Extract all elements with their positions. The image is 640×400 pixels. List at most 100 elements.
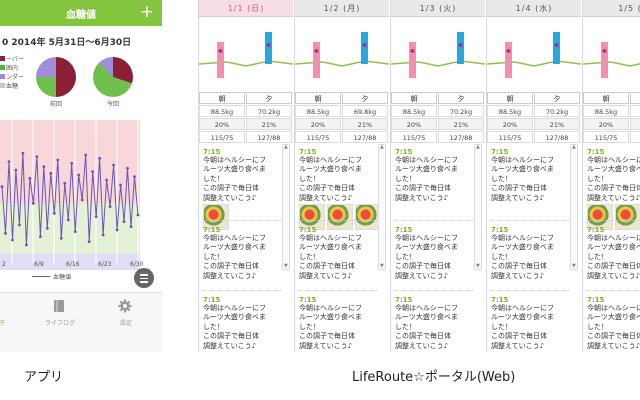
entry-text-line: 調整えていこう♪ [587, 271, 640, 280]
legend-line-swatch [32, 276, 50, 277]
caption-app: アプリ [24, 370, 64, 385]
food-photo[interactable] [203, 204, 229, 230]
entry-text-line: 調整えていこう♪ [587, 193, 640, 202]
tab-lifelog[interactable]: ライフログ [30, 293, 90, 352]
pm-point [266, 43, 271, 47]
am-point [218, 49, 223, 53]
data-point [91, 170, 95, 174]
day-header[interactable]: 1/4 (水) [487, 0, 581, 17]
chart-legend: 血糖値 [32, 272, 71, 281]
scroll-up-icon[interactable]: ▲ [380, 144, 384, 150]
food-photo[interactable] [299, 204, 325, 230]
entry-text-line: 今朝はヘルシーにフ [395, 304, 458, 312]
pm-measurement-bar [361, 32, 368, 64]
measurement-cell [630, 118, 640, 130]
entry-time: 7:15 [203, 296, 221, 304]
legend-item-label: 囲内 [6, 65, 19, 72]
pm-point [554, 43, 559, 47]
data-point [108, 205, 112, 209]
scroll-up-icon[interactable]: ▲ [284, 144, 288, 150]
measurement-cell: 21% [534, 118, 580, 130]
day-graph [583, 42, 640, 78]
meal-head-pm: 夕 [342, 92, 388, 104]
data-point [84, 153, 88, 157]
pm-measurement-bar [553, 32, 560, 64]
date-range-prefix: 0 [2, 38, 9, 48]
measurement-cell: 115/75 [583, 131, 629, 143]
add-button[interactable]: + [139, 2, 154, 22]
data-point [136, 213, 140, 217]
entry-text-line: 調整えていこう♪ [299, 193, 353, 202]
food-photo[interactable] [587, 204, 613, 230]
menu-bar [140, 277, 148, 279]
day-header[interactable]: 1/1 (日) [199, 0, 293, 17]
entry-text-line: ルーツ大盛り食べま [395, 243, 458, 252]
entry-text-line: した！ [203, 174, 224, 183]
legend-series-label: 血糖値 [53, 274, 72, 281]
entry-text-line: した！ [395, 174, 416, 183]
scroll-down-icon[interactable]: ▼ [380, 263, 384, 269]
diary-entry[interactable]: 7:15今朝はヘルシーにフルーツ大盛り食べました！この調子で毎日体調整えていこう… [587, 148, 640, 203]
menu-button[interactable] [134, 268, 154, 288]
meal-head-pm: 夕 [534, 92, 580, 104]
entry-time: 7:15 [299, 226, 317, 234]
app-header: 血糖値 + [0, 0, 162, 26]
measurement-cell: 70.2kg [534, 105, 580, 117]
entry-text-line: この調子で毎日体 [299, 184, 355, 193]
scroll-up-icon[interactable]: ▲ [572, 144, 576, 150]
measurement-cell: 88.5kg [391, 105, 437, 117]
scrollbar[interactable]: ▲ ▼ [282, 144, 290, 270]
meal-head-am: 朝 [391, 92, 437, 104]
entry-time: 7:15 [299, 296, 317, 304]
meal-head-am: 朝 [583, 92, 629, 104]
meal-head-pm: 夕 [438, 92, 484, 104]
x-tick-label: 6/23 [98, 261, 112, 268]
entry-time: 7:15 [587, 148, 605, 156]
entry-separator [491, 290, 569, 291]
food-photo[interactable] [615, 204, 640, 230]
diary-entry[interactable]: 7:15今朝はヘルシーにフルーツ大盛り食べました！この調子で毎日体調整えていこう… [587, 226, 640, 281]
food-photo[interactable] [327, 204, 353, 230]
day-header[interactable]: 1/5 ( [583, 0, 640, 17]
measurement-cell: 21% [342, 118, 388, 130]
entry-text-line: ルーツ大盛り食べま [299, 243, 362, 252]
scroll-down-icon[interactable]: ▼ [572, 263, 576, 269]
entry-text-line: 調整えていこう♪ [203, 193, 257, 202]
diary-entry[interactable]: 7:15今朝はヘルシーにフルーツ大盛り食べました！この調子で毎日体調整えていこう… [587, 296, 640, 351]
day-header[interactable]: 1/2 (月) [295, 0, 389, 17]
am-point [314, 49, 319, 53]
caption-web: LifeRoute☆ポータル(Web) [352, 370, 516, 385]
scrollbar[interactable]: ▲ ▼ [378, 144, 386, 270]
scroll-up-icon[interactable]: ▲ [476, 144, 480, 150]
entry-separator [299, 220, 377, 221]
entry-text-line: 今朝はヘルシーにフ [299, 304, 362, 312]
entry-text-line: した！ [299, 174, 320, 183]
data-point [31, 201, 35, 205]
scroll-down-icon[interactable]: ▼ [284, 263, 288, 269]
measurement-cell: 115/75 [199, 131, 245, 143]
tab-home[interactable]: 子 [0, 293, 58, 352]
measurement-cell: 115/75 [391, 131, 437, 143]
entry-time: 7:15 [491, 296, 509, 304]
scrollbar[interactable]: ▲ ▼ [570, 144, 578, 270]
data-point [35, 155, 39, 159]
measurement-cell: 127/88 [438, 131, 484, 143]
entry-text-line: 今朝はヘルシーにフ [587, 234, 640, 242]
tab-settings[interactable]: 設定 [96, 293, 156, 352]
menu-bar [140, 281, 148, 283]
scrollbar[interactable]: ▲ ▼ [474, 144, 482, 270]
scroll-down-icon[interactable]: ▼ [476, 263, 480, 269]
day-header[interactable]: 1/3 (火) [391, 0, 485, 17]
